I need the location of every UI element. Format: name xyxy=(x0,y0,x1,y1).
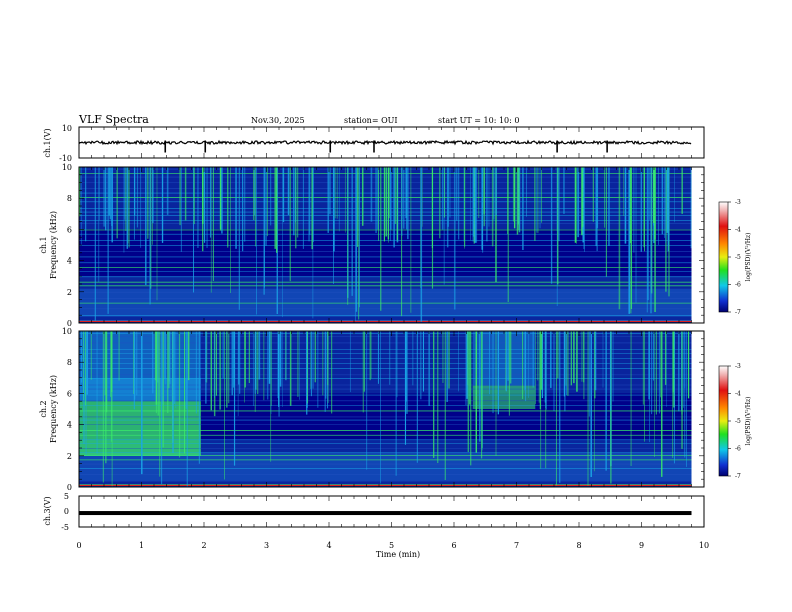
waveform-top-ytick-min: -10 xyxy=(59,154,72,163)
colorbar-ch2-label: log(PSD)(V²/Hz) xyxy=(745,397,752,446)
colorbar-tick-label: -5 xyxy=(735,254,741,261)
band-lower-bright xyxy=(79,288,692,317)
waveform-top-xticks xyxy=(78,127,705,158)
spectrogram-ch1-spikes xyxy=(78,167,692,322)
x-axis-label: Time (min) xyxy=(376,550,420,559)
colorbar-tick-label: -7 xyxy=(735,309,741,316)
waveform-top-panel: ch.1(V) 10 -10 xyxy=(43,124,705,163)
colorbar-ch2: -3 -4 -5 -6 -7 log(PSD)(V²/Hz) xyxy=(718,363,752,480)
waveform-bottom-ytick-min: -5 xyxy=(61,523,69,532)
header-date: Nov.30, 2025 xyxy=(251,116,305,125)
colorbar-tick-label: -3 xyxy=(735,363,741,370)
y-tick-label: 10 xyxy=(62,163,72,172)
colorbar-ch1: -3 -4 -5 -6 -7 log(PSD)(V²/Hz) xyxy=(718,199,752,316)
spectrogram-ch1-ylabel-channel: ch.1 xyxy=(39,236,48,253)
second-enhancement xyxy=(472,385,536,409)
x-axis-tick-labels: 0 1 2 3 4 5 6 7 8 9 10 xyxy=(76,541,709,550)
colorbar-ch2-gradient xyxy=(718,365,729,477)
y-tick-label: 8 xyxy=(67,194,72,203)
spectrogram-ch2-ylabel: Frequency (kHz) xyxy=(49,375,58,443)
y-tick-label: 4 xyxy=(67,257,72,266)
x-tick-label: 8 xyxy=(576,541,581,550)
y-tick-label: 0 xyxy=(67,319,72,328)
waveform-bottom-ytick-zero: 0 xyxy=(64,507,69,516)
waveform-bottom-xticks xyxy=(78,496,705,527)
waveform-bottom-ylabel: ch.3(V) xyxy=(43,496,52,525)
spectrogram-ch1-ylabel: Frequency (kHz) xyxy=(49,211,58,279)
x-tick-label: 3 xyxy=(264,541,269,550)
x-tick-label: 10 xyxy=(699,541,709,550)
spectrogram-ch2-ylabel-channel: ch.2 xyxy=(39,400,48,417)
spectrogram-ch2-spikes xyxy=(81,331,690,487)
band-lower-bright xyxy=(79,452,692,481)
colorbar-tick-label: -4 xyxy=(735,227,741,234)
colorbar-ch2-ticks: -3 -4 -5 -6 -7 xyxy=(728,363,741,480)
colorbar-tick-label: -7 xyxy=(735,473,741,480)
colorbar-ch1-gradient xyxy=(718,201,729,313)
figure-title: VLF Spectra xyxy=(78,113,149,126)
spectrogram-ch1-yticks: 0 2 4 6 8 10 xyxy=(62,163,704,328)
x-tick-label: 7 xyxy=(514,541,519,550)
y-tick-label: 10 xyxy=(62,327,72,336)
x-tick-label: 6 xyxy=(451,541,456,550)
colorbar-ch1-label: log(PSD)(V²/Hz) xyxy=(745,233,752,282)
spectrogram-ch1-xticks xyxy=(78,167,705,323)
x-tick-label: 4 xyxy=(326,541,331,550)
y-tick-label: 6 xyxy=(67,225,72,234)
x-tick-label: 0 xyxy=(76,541,81,550)
colorbar-tick-label: -4 xyxy=(735,391,741,398)
x-tick-label: 9 xyxy=(639,541,644,550)
waveform-bottom-trace xyxy=(79,511,692,516)
colorbar-tick-label: -3 xyxy=(735,199,741,206)
spectrogram-ch2-panel: 0 2 4 6 8 10 ch.2 Frequency (kHz) xyxy=(39,327,705,492)
enhanced-band-top xyxy=(79,331,201,378)
header-start-time: start UT = 10: 10: 0 xyxy=(438,116,519,125)
x-tick-label: 5 xyxy=(389,541,394,550)
y-tick-label: 6 xyxy=(67,389,72,398)
waveform-bottom-panel: ch.3(V) 5 0 -5 0 1 2 3 4 5 6 7 8 9 10 Time (min) xyxy=(43,492,709,559)
colorbar-tick-label: -5 xyxy=(735,418,741,425)
waveform-top-ytick-max: 10 xyxy=(62,124,72,133)
colorbar-tick-label: -6 xyxy=(735,282,741,289)
y-tick-label: 4 xyxy=(67,421,72,430)
waveform-top-trace xyxy=(78,139,692,153)
enhanced-band-upper xyxy=(79,377,201,402)
spectrogram-ch2-yticks: 0 2 4 6 8 10 xyxy=(62,327,704,492)
waveform-top-line xyxy=(78,139,692,146)
colorbar-ch1-ticks: -3 -4 -5 -6 -7 xyxy=(728,199,741,316)
y-tick-label: 2 xyxy=(67,452,72,461)
y-tick-label: 2 xyxy=(67,288,72,297)
band-upper xyxy=(79,167,692,230)
waveform-top-ylabel: ch.1(V) xyxy=(43,128,52,157)
colorbar-tick-label: -6 xyxy=(735,446,741,453)
enhanced-band xyxy=(79,401,201,456)
spectrogram-ch2-xticks xyxy=(78,331,705,487)
spectrogram-ch1-panel: 0 2 4 6 8 10 ch.1 Frequency (kHz) xyxy=(39,163,705,328)
x-tick-label: 1 xyxy=(139,541,144,550)
y-tick-label: 8 xyxy=(67,358,72,367)
header-station: station= OUI xyxy=(344,116,398,125)
x-tick-label: 2 xyxy=(201,541,206,550)
waveform-bottom-ytick-max: 5 xyxy=(64,492,69,501)
y-tick-label: 0 xyxy=(67,483,72,492)
